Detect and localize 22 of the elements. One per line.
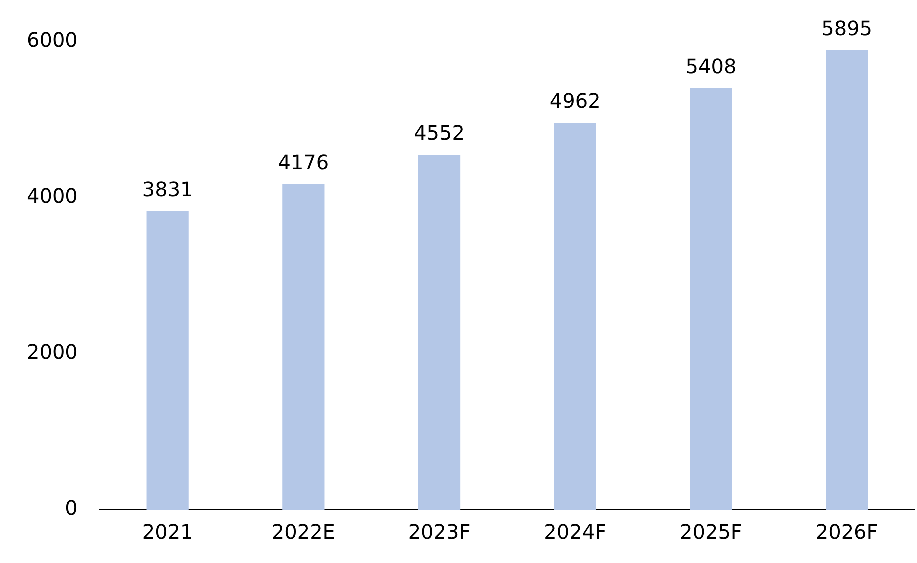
data-label: 5408	[686, 54, 737, 78]
y-tick-label: 4000	[26, 184, 78, 208]
bar	[146, 211, 189, 510]
data-label: 3831	[142, 177, 194, 202]
x-tick-label: 2025F	[680, 520, 742, 544]
bar	[826, 50, 868, 510]
x-tick-label: 2021	[142, 520, 194, 544]
data-label: 5895	[822, 16, 873, 40]
bar	[282, 184, 325, 510]
y-tick-label: 0	[65, 496, 78, 520]
y-tick-label: 6000	[26, 28, 78, 52]
x-tick-label: 2023F	[408, 520, 471, 544]
data-label: 4552	[414, 121, 465, 146]
x-tick-label: 2024F	[544, 520, 607, 544]
data-label: 4962	[550, 89, 601, 114]
data-label: 4176	[278, 150, 330, 174]
y-tick-label: 2000	[26, 340, 78, 364]
bar	[418, 154, 461, 510]
x-tick-label: 2022E	[272, 520, 336, 544]
bar	[690, 88, 732, 510]
bar	[554, 122, 596, 510]
x-tick-label: 2026F	[816, 520, 878, 544]
